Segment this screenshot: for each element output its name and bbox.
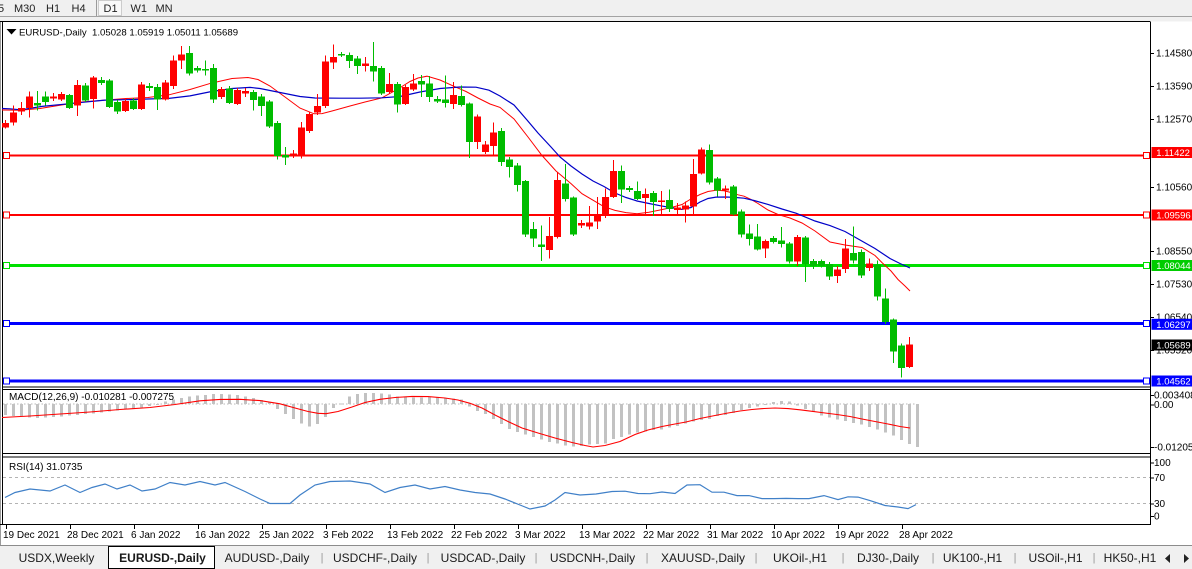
svg-text:1.07530: 1.07530 [1156, 280, 1192, 291]
svg-text:RSI(14) 31.0735: RSI(14) 31.0735 [9, 462, 83, 473]
svg-text:USDX,Weekly: USDX,Weekly [19, 551, 95, 565]
svg-text:28 Dec 2021: 28 Dec 2021 [67, 530, 124, 541]
svg-text:MACD(12,26,9) -0.010281 -0.007: MACD(12,26,9) -0.010281 -0.007275 [9, 392, 175, 403]
svg-text:1.05520: 1.05520 [1156, 346, 1192, 357]
svg-text:|: | [842, 552, 845, 564]
svg-text:0.00: 0.00 [1154, 400, 1174, 411]
svg-text:AUDUSD-,Daily: AUDUSD-,Daily [225, 551, 310, 565]
svg-text:1.09596: 1.09596 [1156, 211, 1190, 222]
svg-text:UKOil-,H1: UKOil-,H1 [773, 551, 827, 565]
svg-text:EURUSD-,Daily 1.05028 1.05919: EURUSD-,Daily 1.05028 1.05919 1.05011 1.… [19, 28, 238, 39]
svg-text:DJ30-,Daily: DJ30-,Daily [857, 551, 919, 565]
svg-text:|: | [932, 552, 935, 564]
svg-text:HK50-,H1: HK50-,H1 [1104, 551, 1157, 565]
svg-text:USDCHF-,Daily: USDCHF-,Daily [333, 551, 417, 565]
svg-text:|: | [427, 552, 430, 564]
svg-text:19 Dec 2021: 19 Dec 2021 [3, 530, 60, 541]
svg-text:22 Feb 2022: 22 Feb 2022 [451, 530, 508, 541]
svg-text:1.13590: 1.13590 [1156, 82, 1192, 93]
svg-text:1.11422: 1.11422 [1156, 148, 1190, 159]
svg-text:|: | [535, 552, 538, 564]
svg-text:1.04562: 1.04562 [1156, 377, 1190, 388]
svg-text:1.08550: 1.08550 [1156, 247, 1192, 258]
svg-text:H4: H4 [72, 3, 86, 15]
svg-text:USOil-,H1: USOil-,H1 [1028, 551, 1082, 565]
svg-text:USDCNH-,Daily: USDCNH-,Daily [550, 551, 635, 565]
svg-text:1.08044: 1.08044 [1156, 261, 1190, 272]
svg-text:|: | [321, 552, 324, 564]
svg-text:1.10560: 1.10560 [1156, 183, 1192, 194]
svg-text:3 Feb 2022: 3 Feb 2022 [323, 530, 374, 541]
svg-text:25 Jan 2022: 25 Jan 2022 [259, 530, 314, 541]
svg-text:5: 5 [0, 3, 4, 15]
svg-text:70: 70 [1154, 473, 1166, 484]
svg-text:EURUSD-,Daily: EURUSD-,Daily [119, 551, 206, 565]
svg-text:W1: W1 [131, 3, 148, 15]
svg-text:0.003408: 0.003408 [1154, 391, 1192, 402]
svg-text:USDCAD-,Daily: USDCAD-,Daily [441, 551, 526, 565]
svg-text:0: 0 [1154, 512, 1160, 523]
svg-text:19 Apr 2022: 19 Apr 2022 [835, 530, 889, 541]
svg-text:-0.012058: -0.012058 [1154, 443, 1192, 454]
svg-text:1.14580: 1.14580 [1156, 49, 1192, 60]
svg-text:13 Feb 2022: 13 Feb 2022 [387, 530, 444, 541]
svg-text:|: | [1093, 552, 1096, 564]
svg-text:MN: MN [156, 3, 173, 15]
svg-text:3 Mar 2022: 3 Mar 2022 [515, 530, 566, 541]
svg-text:30: 30 [1154, 499, 1166, 510]
svg-text:100: 100 [1154, 458, 1171, 469]
svg-text:H1: H1 [46, 3, 60, 15]
svg-text:10 Apr 2022: 10 Apr 2022 [771, 530, 825, 541]
svg-text:1.05689: 1.05689 [1156, 341, 1190, 352]
svg-text:28 Apr 2022: 28 Apr 2022 [899, 530, 953, 541]
svg-text:22 Mar 2022: 22 Mar 2022 [643, 530, 700, 541]
svg-text:31 Mar 2022: 31 Mar 2022 [707, 530, 764, 541]
svg-text:|: | [646, 552, 649, 564]
svg-text:1.12570: 1.12570 [1156, 115, 1192, 126]
svg-text:16 Jan 2022: 16 Jan 2022 [195, 530, 250, 541]
svg-text:6 Jan 2022: 6 Jan 2022 [131, 530, 181, 541]
svg-text:1.06297: 1.06297 [1156, 320, 1190, 331]
svg-text:|: | [755, 552, 758, 564]
svg-text:M30: M30 [14, 3, 35, 15]
svg-text:13 Mar 2022: 13 Mar 2022 [579, 530, 636, 541]
svg-text:UK100-,H1: UK100-,H1 [943, 551, 1003, 565]
svg-text:|: | [1014, 552, 1017, 564]
svg-text:1.06540: 1.06540 [1156, 313, 1192, 324]
svg-text:XAUUSD-,Daily: XAUUSD-,Daily [661, 551, 745, 565]
svg-text:D1: D1 [104, 3, 118, 15]
